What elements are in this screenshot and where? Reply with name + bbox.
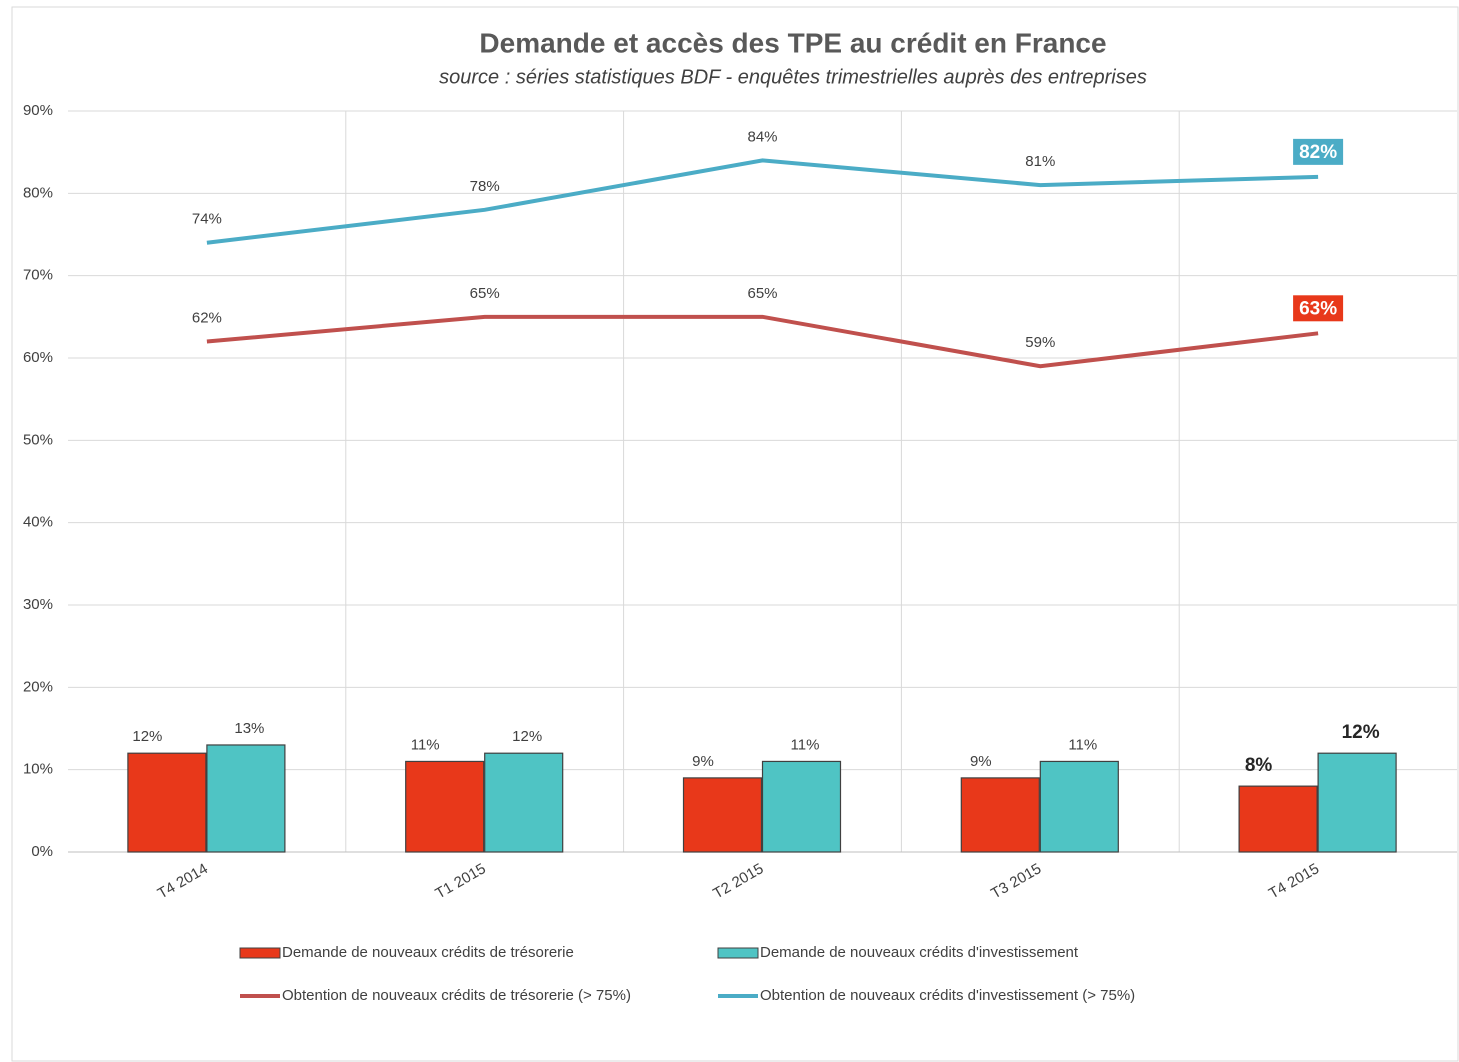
y-tick-label: 10% <box>23 761 53 778</box>
y-tick-label: 0% <box>31 843 53 860</box>
data-label: 11% <box>791 736 820 753</box>
data-label: 8% <box>1245 755 1273 776</box>
bar <box>682 777 763 853</box>
data-label: 9% <box>970 753 992 770</box>
chart-title: Demande et accès des TPE au crédit en Fr… <box>479 27 1106 58</box>
bar <box>960 777 1040 853</box>
data-label: 63% <box>1299 298 1337 319</box>
legend-label: Demande de nouveaux crédits d'investisse… <box>760 944 1079 961</box>
data-label: 78% <box>470 178 500 195</box>
line <box>206 314 1319 369</box>
y-tick-label: 60% <box>23 349 53 366</box>
chart-frame <box>11 6 1459 1062</box>
data-label: 9% <box>692 753 714 770</box>
data-label: 81% <box>1025 153 1055 170</box>
y-tick-label: 40% <box>23 514 53 531</box>
data-label: 59% <box>1025 334 1055 351</box>
data-label: 11% <box>411 736 440 753</box>
data-label-box <box>1293 295 1344 322</box>
data-label: 62% <box>192 310 222 327</box>
data-label: 84% <box>747 128 777 145</box>
y-tick-label: 20% <box>23 678 53 695</box>
bar <box>761 760 842 853</box>
y-tick-label: 70% <box>23 267 53 284</box>
data-label-box <box>1293 138 1344 165</box>
bar <box>206 744 286 853</box>
legend-label: Demande de nouveaux crédits de trésoreri… <box>282 944 574 961</box>
data-label: 65% <box>470 285 500 302</box>
data-label: 12% <box>1342 722 1380 743</box>
y-tick-label: 50% <box>23 431 53 448</box>
chart-subtitle: source : séries statistiques BDF - enquê… <box>439 66 1147 88</box>
data-label: 12% <box>132 728 162 745</box>
data-label: 13% <box>234 720 264 737</box>
bar <box>1238 785 1318 853</box>
legend-swatch <box>239 947 281 959</box>
legend-label: Obtention de nouveaux crédits de trésore… <box>282 987 631 1004</box>
data-label: 11% <box>1068 736 1097 753</box>
y-tick-label: 90% <box>23 102 53 119</box>
bar <box>405 760 485 853</box>
y-tick-label: 30% <box>23 596 53 613</box>
data-label: 74% <box>192 211 222 228</box>
bar <box>1317 752 1397 853</box>
bar <box>1039 760 1119 853</box>
bar <box>484 752 564 853</box>
data-label: 65% <box>747 285 777 302</box>
data-label: 82% <box>1299 142 1337 163</box>
legend-label: Obtention de nouveaux crédits d'investis… <box>760 987 1135 1004</box>
bar <box>127 752 207 853</box>
line <box>206 158 1319 245</box>
y-tick-label: 80% <box>23 184 53 201</box>
legend-swatch <box>717 947 759 959</box>
data-label: 12% <box>512 728 542 745</box>
